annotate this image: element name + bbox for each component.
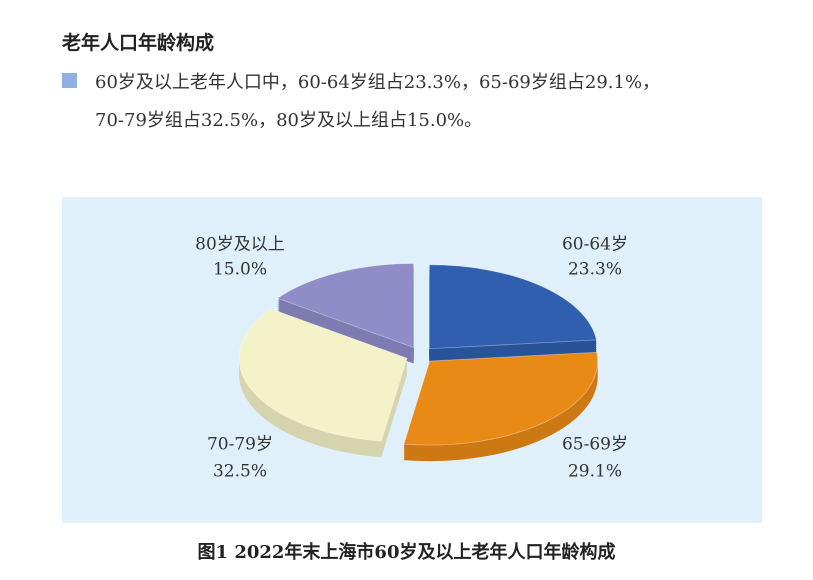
slice-label: 65-69岁: [562, 435, 628, 455]
slice-value-label: 15.0%: [213, 260, 267, 280]
bullet: [62, 73, 77, 88]
pie-slice: [428, 264, 597, 350]
slice-label: 60-64岁: [562, 235, 628, 255]
slice-label: 80岁及以上: [195, 235, 285, 255]
paragraph-line: 70-79岁组占32.5%，80岁及以上组占15.0%。: [95, 110, 483, 131]
pie-slice: [403, 351, 599, 446]
paragraph-line: 60岁及以上老年人口中，60-64岁组占23.3%，65-69岁组占29.1%，: [95, 72, 661, 93]
chart: 60-64岁 23.3% 65-69岁 29.1% 70-79岁 32.5% 80岁及以上 1…: [62, 197, 762, 523]
pie-slice: [276, 263, 415, 349]
slice-value-label: 29.1%: [568, 462, 622, 482]
pie-slice: [238, 308, 408, 442]
heading: 老年人口年龄构成: [62, 32, 215, 54]
slice-value-label: 32.5%: [213, 462, 267, 482]
slice-label: 70-79岁: [207, 435, 273, 455]
caption: 图1 2022年末上海市60岁及以上老年人口年龄构成: [197, 542, 616, 563]
slice-value-label: 23.3%: [568, 260, 622, 280]
